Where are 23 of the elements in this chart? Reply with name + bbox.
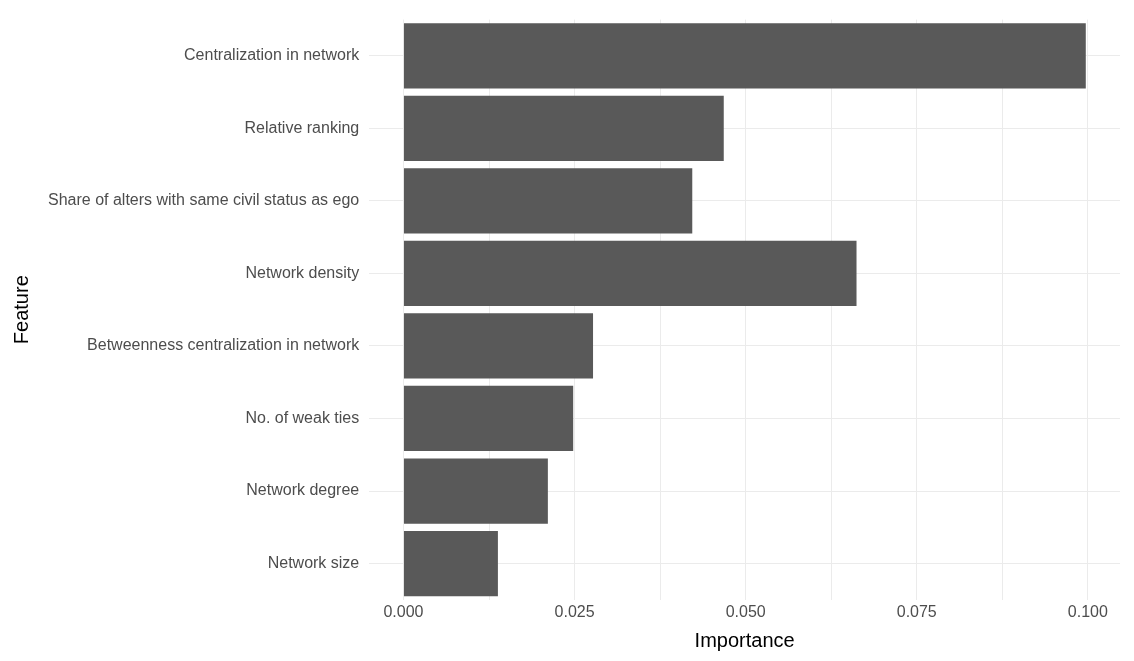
x-tick-label: 0.100	[1067, 602, 1108, 620]
y-tick-label: Relative ranking	[244, 118, 360, 136]
x-tick-label: 0.050	[725, 602, 766, 620]
y-tick-label: Betweenness centralization in network	[87, 336, 361, 354]
y-tick-label: Network density	[245, 263, 360, 281]
y-tick-label: Network degree	[246, 481, 360, 499]
x-axis-title: Importance	[694, 628, 795, 651]
bar	[403, 95, 724, 162]
bar	[403, 530, 498, 597]
x-tick-label: 0.000	[383, 602, 424, 620]
y-axis-title: Feature	[9, 275, 32, 345]
bar	[403, 458, 548, 524]
bar	[403, 240, 857, 307]
x-tick-label: 0.025	[554, 602, 595, 620]
y-tick-label: No. of weak ties	[245, 408, 360, 426]
y-tick-label: Centralization in network	[184, 46, 361, 64]
x-tick-label: 0.075	[896, 602, 937, 620]
y-tick-label: Network size	[267, 553, 360, 571]
y-tick-label: Share of alters with same civil status as ego	[48, 191, 360, 209]
bar	[403, 168, 693, 234]
bar	[403, 313, 594, 379]
bar	[403, 385, 574, 452]
bar	[403, 23, 1086, 89]
